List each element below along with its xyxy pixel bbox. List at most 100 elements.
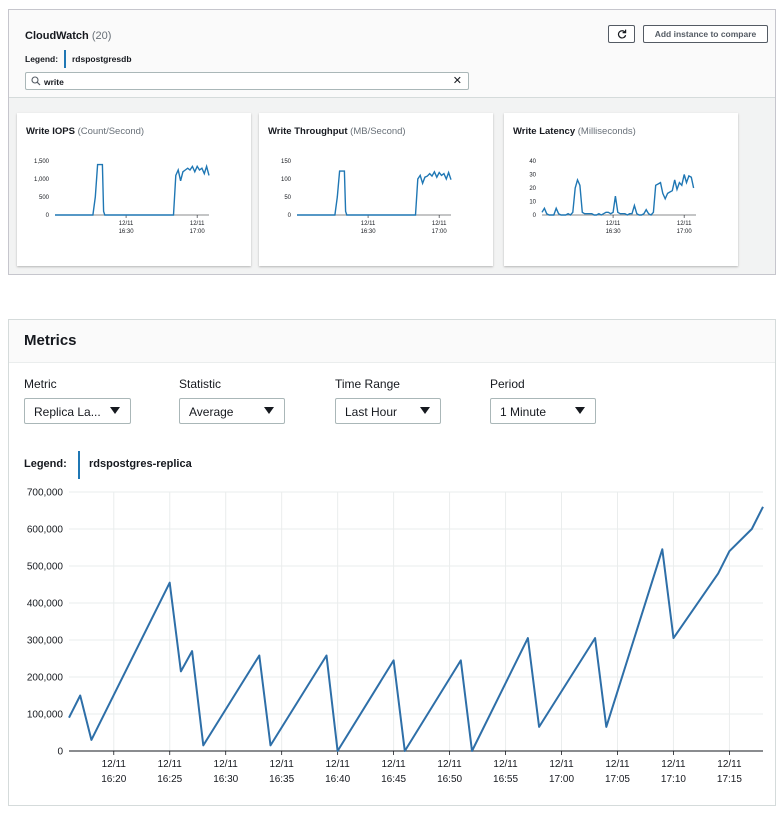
metrics-legend-series: rdspostgres-replica — [89, 458, 192, 470]
y-tick-label: 0 — [533, 213, 537, 219]
y-tick-label: 50 — [284, 195, 291, 201]
y-tick-label: 400,000 — [27, 599, 64, 610]
x-tick-label: 17:00 — [190, 229, 206, 233]
y-tick-label: 200,000 — [27, 673, 64, 684]
metric-label: Metric — [24, 377, 57, 391]
metrics-panel: Metrics Metric Statistic Time Range Peri… — [8, 319, 776, 806]
x-tick-label: 16:35 — [269, 774, 294, 785]
x-tick-label: 16:30 — [606, 229, 622, 233]
y-tick-label: 10 — [529, 200, 536, 206]
x-tick-label: 12/11 — [677, 221, 692, 227]
write-latency-title-text: Write Latency — [513, 126, 576, 137]
write-latency-unit: (Milliseconds) — [577, 126, 636, 137]
add-instance-button[interactable]: Add instance to compare — [643, 25, 768, 43]
caret-down-icon — [575, 407, 585, 414]
x-tick-label: 16:30 — [213, 774, 238, 785]
x-tick-label: 12/11 — [717, 759, 742, 770]
cloudwatch-title: CloudWatch (20) — [25, 30, 111, 42]
y-tick-label: 20 — [529, 186, 536, 192]
metrics-header: Metrics — [9, 320, 775, 363]
search-icon — [31, 76, 41, 86]
y-tick-label: 0 — [57, 747, 63, 758]
x-tick-label: 12/11 — [549, 759, 574, 770]
metrics-legend-label: Legend: — [24, 458, 67, 470]
x-tick-label: 12/11 — [437, 759, 462, 770]
search-box: ✕ — [25, 72, 469, 90]
refresh-button[interactable] — [608, 25, 635, 43]
x-tick-label: 12/11 — [605, 759, 630, 770]
x-tick-label: 16:55 — [493, 774, 518, 785]
x-tick-label: 16:45 — [381, 774, 406, 785]
x-tick-label: 12/11 — [361, 221, 376, 227]
x-tick-label: 17:00 — [549, 774, 574, 785]
search-input[interactable] — [44, 75, 444, 88]
metrics-legend-swatch — [78, 451, 80, 479]
close-icon[interactable]: ✕ — [452, 75, 462, 87]
caret-down-icon — [264, 407, 274, 414]
y-tick-label: 500 — [39, 195, 50, 201]
x-tick-label: 12/11 — [325, 759, 350, 770]
write-throughput-unit: (MB/Second) — [350, 126, 406, 137]
cloudwatch-count: (20) — [91, 30, 112, 42]
metric-select[interactable]: Replica La... — [24, 398, 131, 424]
statistic-select-value: Average — [189, 405, 234, 419]
write-iops-title: Write IOPS (Count/Second) — [26, 126, 144, 137]
x-tick-label: 12/11 — [190, 221, 205, 227]
x-tick-label: 16:25 — [157, 774, 182, 785]
metrics-title: Metrics — [24, 332, 77, 349]
x-tick-label: 12/11 — [270, 759, 295, 770]
y-tick-label: 500,000 — [27, 562, 64, 573]
statistic-select[interactable]: Average — [179, 398, 285, 424]
caret-down-icon — [110, 407, 120, 414]
y-tick-label: 100 — [281, 177, 292, 183]
x-tick-label: 16:30 — [361, 229, 377, 233]
x-tick-label: 16:20 — [101, 774, 126, 785]
write-iops-card: Write IOPS (Count/Second) 1,500 1,000 500 0… — [17, 113, 251, 266]
write-throughput-chart: 150 100 50 0 12/11 16:30 12/11 17:00 — [281, 159, 452, 233]
x-tick-label: 12/11 — [158, 759, 183, 770]
y-tick-label: 150 — [281, 159, 292, 165]
x-tick-label: 16:30 — [119, 229, 135, 233]
x-tick-label: 16:40 — [325, 774, 350, 785]
caret-down-icon — [420, 407, 430, 414]
write-iops-chart: 1,500 1,000 500 0 12/11 16:30 12/11 17:00 — [34, 159, 210, 233]
x-tick-label: 12/11 — [381, 759, 406, 770]
write-throughput-title-text: Write Throughput — [268, 126, 348, 137]
cloudwatch-panel: CloudWatch (20) Legend: rdspostgresdb Ad… — [8, 9, 776, 275]
x-tick-label: 12/11 — [493, 759, 518, 770]
cloudwatch-legend-swatch — [64, 50, 66, 68]
y-tick-label: 600,000 — [27, 525, 64, 536]
write-iops-unit: (Count/Second) — [77, 126, 145, 137]
y-tick-label: 0 — [288, 213, 292, 219]
y-tick-label: 40 — [529, 159, 536, 165]
write-throughput-title: Write Throughput (MB/Second) — [268, 126, 406, 137]
y-tick-label: 700,000 — [27, 488, 64, 499]
y-tick-label: 1,500 — [34, 159, 50, 165]
y-tick-label: 300,000 — [27, 636, 64, 647]
x-tick-label: 12/11 — [214, 759, 239, 770]
write-latency-card: Write Latency (Milliseconds) 40 30 20 10 0 12… — [504, 113, 738, 266]
cloudwatch-header: CloudWatch (20) Legend: rdspostgresdb Ad… — [9, 10, 775, 98]
y-tick-label: 1,000 — [34, 177, 50, 183]
write-throughput-card: Write Throughput (MB/Second) 150 100 50 0 12… — [259, 113, 493, 266]
series-line — [68, 506, 764, 752]
series-line — [541, 174, 695, 216]
x-tick-label: 17:00 — [432, 229, 448, 233]
cloudwatch-title-text: CloudWatch — [25, 30, 89, 42]
write-latency-title: Write Latency (Milliseconds) — [513, 126, 636, 137]
statistic-label: Statistic — [179, 377, 222, 391]
time-range-label: Time Range — [335, 377, 400, 391]
write-latency-chart: 40 30 20 10 0 12/11 16:30 12/11 17:00 — [529, 159, 696, 233]
period-select[interactable]: 1 Minute — [490, 398, 596, 424]
replica-lag-chart: 700,000 600,000 500,000 400,000 300,000 200,0… — [27, 488, 764, 785]
x-tick-label: 12/11 — [432, 221, 447, 227]
series-line — [55, 163, 210, 216]
x-tick-label: 12/11 — [102, 759, 127, 770]
x-tick-label: 12/11 — [661, 759, 686, 770]
time-range-select[interactable]: Last Hour — [335, 398, 441, 424]
period-label: Period — [490, 377, 525, 391]
x-tick-label: 17:10 — [661, 774, 686, 785]
refresh-icon — [617, 29, 626, 39]
x-tick-label: 17:00 — [677, 229, 693, 233]
x-tick-label: 16:50 — [437, 774, 462, 785]
